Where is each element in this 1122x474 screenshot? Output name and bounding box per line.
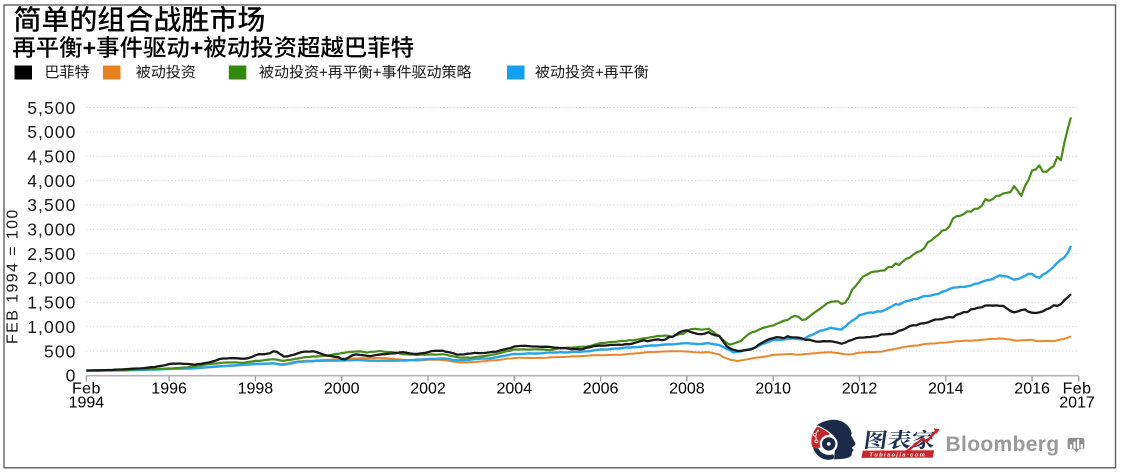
svg-text:3,000: 3,000 — [27, 220, 76, 240]
svg-text:Tubiaojia·com: Tubiaojia·com — [869, 453, 926, 459]
svg-text:2016: 2016 — [1014, 381, 1050, 398]
svg-text:1994: 1994 — [69, 395, 105, 412]
svg-text:2012: 2012 — [842, 381, 878, 398]
svg-text:4,500: 4,500 — [27, 146, 76, 166]
svg-text:Bloomberg: Bloomberg — [946, 433, 1060, 456]
svg-text:Feb: Feb — [72, 381, 101, 398]
svg-text:2000: 2000 — [324, 381, 360, 398]
svg-text:5,500: 5,500 — [27, 98, 76, 118]
svg-text:1996: 1996 — [151, 381, 187, 398]
svg-text:5,000: 5,000 — [27, 122, 76, 142]
svg-text:Feb: Feb — [1063, 381, 1092, 398]
svg-text:2004: 2004 — [497, 381, 533, 398]
svg-text:2010: 2010 — [755, 381, 791, 398]
svg-text:0: 0 — [66, 366, 77, 386]
svg-text:1,000: 1,000 — [27, 317, 76, 337]
svg-text:3,500: 3,500 — [27, 195, 76, 215]
svg-text:2,000: 2,000 — [27, 268, 76, 288]
svg-text:2,500: 2,500 — [27, 244, 76, 264]
svg-text:2006: 2006 — [583, 381, 619, 398]
svg-text:2002: 2002 — [410, 381, 446, 398]
svg-text:1998: 1998 — [238, 381, 274, 398]
svg-text:2008: 2008 — [669, 381, 705, 398]
svg-text:4,000: 4,000 — [27, 171, 76, 191]
svg-text:FEB 1994 = 100: FEB 1994 = 100 — [5, 208, 22, 344]
svg-text:1,500: 1,500 — [27, 293, 76, 313]
svg-text:500: 500 — [44, 341, 77, 361]
svg-text:2017: 2017 — [1059, 395, 1095, 412]
svg-text:2014: 2014 — [928, 381, 964, 398]
